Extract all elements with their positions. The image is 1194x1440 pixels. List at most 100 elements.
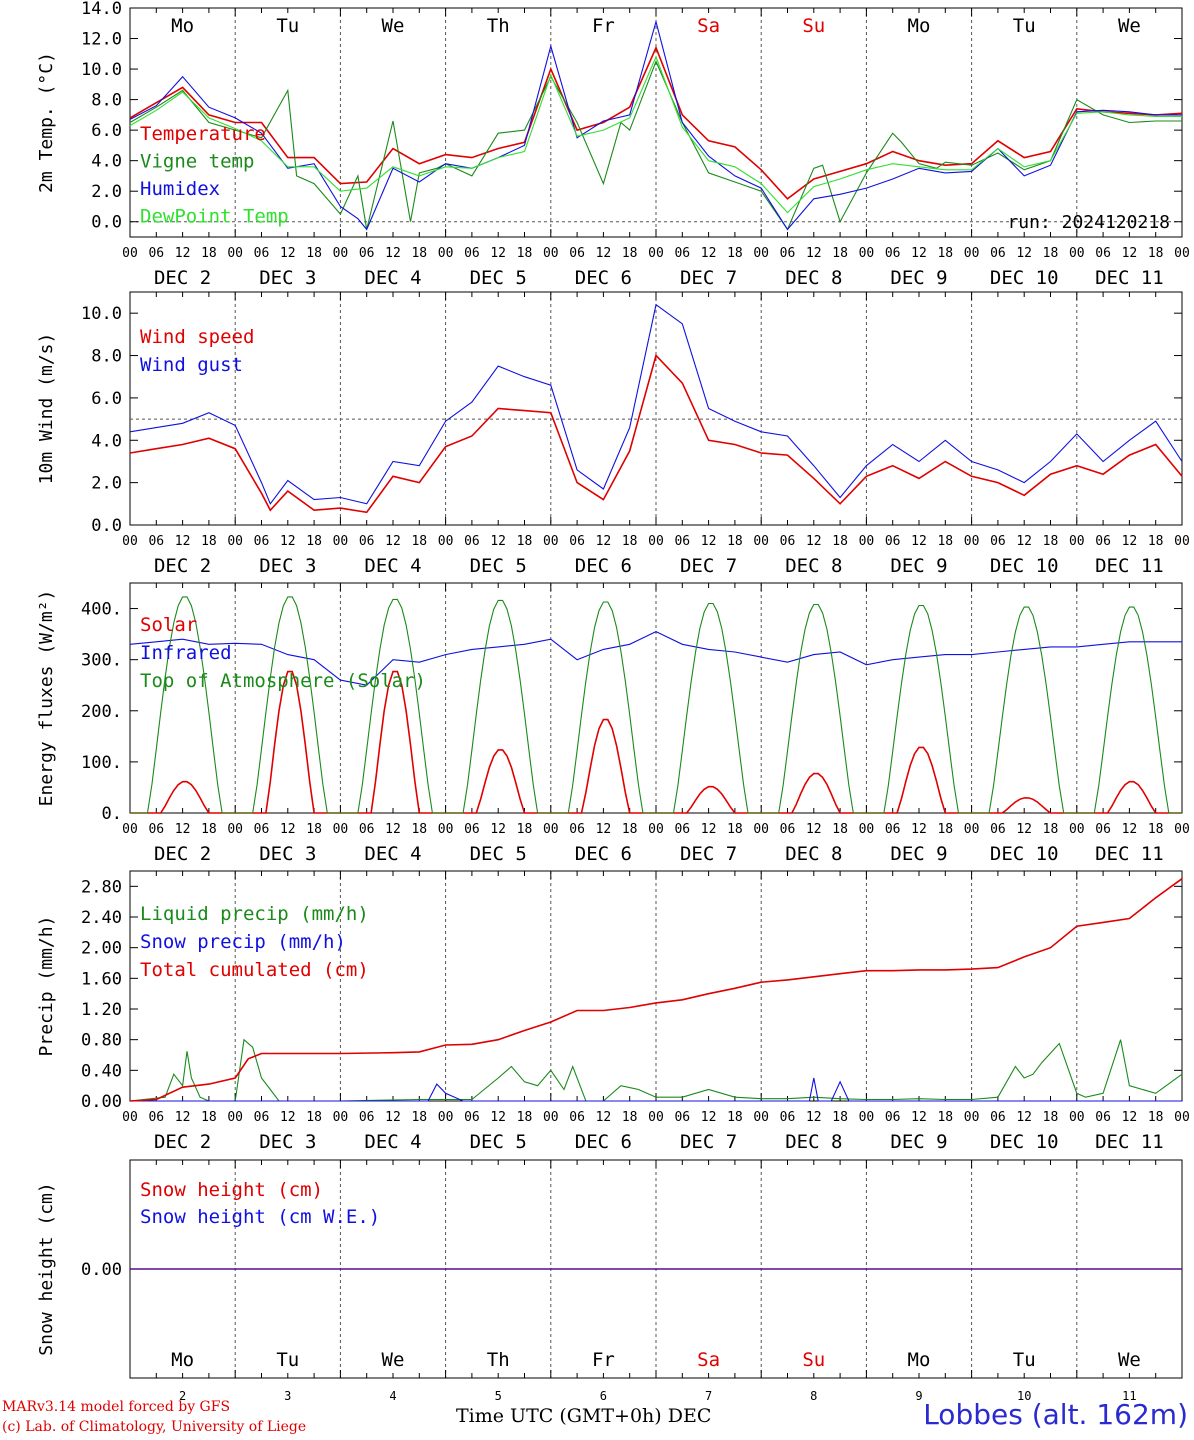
legend-entry: DewPoint Temp <box>140 206 289 228</box>
x-hour-label: 00 <box>122 1110 138 1125</box>
x-hour-label: 12 <box>385 246 401 261</box>
x-hour-label: 12 <box>175 534 191 549</box>
x-date-label: DEC 6 <box>575 555 632 577</box>
x-hour-label: 00 <box>964 822 980 837</box>
x-hour-label: 00 <box>648 246 664 261</box>
day-abbr-label: Su <box>802 1349 825 1371</box>
x-date-label: DEC 9 <box>890 267 947 289</box>
x-date-label: DEC 10 <box>990 555 1059 577</box>
x-hour-label: 18 <box>1148 1110 1164 1125</box>
x-hour-label: 18 <box>832 1110 848 1125</box>
x-date-label: DEC 4 <box>364 843 421 865</box>
x-hour-label: 12 <box>490 822 506 837</box>
x-hour-label: 00 <box>333 1110 349 1125</box>
x-date-label: DEC 2 <box>154 555 211 577</box>
panel-5: 0.00 Snow height (cm) Mo 2 Tu 3 We 4 Th 5 Fr 6 Sa 7 Su… <box>36 1159 1183 1403</box>
day-number-label: 2 <box>179 1389 186 1403</box>
x-date-label: DEC 8 <box>785 843 842 865</box>
x-hour-label: 06 <box>569 822 585 837</box>
x-hour-label: 12 <box>701 534 717 549</box>
day-number-label: 8 <box>810 1389 817 1403</box>
x-hour-label: 00 <box>964 1110 980 1125</box>
x-hour-label: 00 <box>122 822 138 837</box>
x-hour-label: 06 <box>464 1110 480 1125</box>
x-hour-label: 18 <box>201 534 217 549</box>
x-hour-label: 00 <box>648 822 664 837</box>
legend-entry: Temperature <box>140 123 266 145</box>
x-hour-label: 18 <box>517 534 533 549</box>
run-annotation: run: 2024120218 <box>1007 212 1170 233</box>
panel-3: 0. 100. 200. 300. 400. Energy fluxes (W/m²) 00… <box>36 582 1190 865</box>
x-date-label: DEC 8 <box>785 555 842 577</box>
x-date-label: DEC 11 <box>1095 1131 1164 1153</box>
x-hour-label: 06 <box>359 246 375 261</box>
x-hour-label: 18 <box>727 534 743 549</box>
x-date-label: DEC 7 <box>680 267 737 289</box>
day-abbr-label: Mo <box>908 15 931 37</box>
lab-credit: (c) Lab. of Climatology, University of L… <box>2 1419 307 1435</box>
day-abbr-label: Tu <box>276 15 299 37</box>
x-hour-label: 06 <box>148 1110 164 1125</box>
x-hour-label: 12 <box>1016 246 1032 261</box>
station-name: Lobbes (alt. 162m) <box>923 1398 1188 1431</box>
x-hour-label: 06 <box>1095 246 1111 261</box>
x-date-label: DEC 11 <box>1095 267 1164 289</box>
x-axis-title: Time UTC (GMT+0h) DEC <box>456 1405 712 1427</box>
x-hour-label: 18 <box>517 246 533 261</box>
y-tick-label: 10.0 <box>81 60 122 80</box>
x-hour-label: 00 <box>648 1110 664 1125</box>
x-date-label: DEC 3 <box>259 267 316 289</box>
x-hour-label: 06 <box>254 822 270 837</box>
x-hour-label: 12 <box>596 1110 612 1125</box>
x-date-label: DEC 5 <box>470 1131 527 1153</box>
legend-entry: Vigne temp <box>140 151 254 173</box>
day-number-label: 3 <box>284 1389 291 1403</box>
x-hour-label: 00 <box>438 246 454 261</box>
x-hour-label: 06 <box>885 822 901 837</box>
y-tick-label: 0.0 <box>91 516 122 536</box>
y-tick-label: 4.0 <box>91 431 122 451</box>
x-hour-label: 06 <box>780 534 796 549</box>
panel-1: 0.0 2.0 4.0 6.0 8.0 10.0 12.0 14.0 2m Temp. (°C)… <box>36 0 1190 289</box>
y-tick-label: 14.0 <box>81 0 122 19</box>
x-hour-label: 06 <box>674 822 690 837</box>
x-hour-label: 00 <box>1069 534 1085 549</box>
x-hour-label: 06 <box>148 246 164 261</box>
x-hour-label: 00 <box>227 822 243 837</box>
y-axis-label: 2m Temp. (°C) <box>36 52 57 193</box>
x-hour-label: 00 <box>964 534 980 549</box>
x-hour-label: 12 <box>806 534 822 549</box>
x-date-label: DEC 8 <box>785 267 842 289</box>
x-hour-label: 00 <box>1174 822 1190 837</box>
x-hour-label: 18 <box>937 534 953 549</box>
x-hour-label: 18 <box>832 822 848 837</box>
y-axis-label: Precip (mm/h) <box>36 916 57 1057</box>
x-hour-label: 00 <box>753 246 769 261</box>
x-date-label: DEC 7 <box>680 1131 737 1153</box>
x-hour-label: 18 <box>622 1110 638 1125</box>
y-tick-label: 2.00 <box>81 939 122 959</box>
x-hour-label: 12 <box>1122 246 1138 261</box>
y-tick-label: 0.80 <box>81 1031 122 1051</box>
day-abbr-label: Mo <box>908 1349 931 1371</box>
x-hour-label: 06 <box>780 1110 796 1125</box>
legend-entry: Snow precip (mm/h) <box>140 931 346 953</box>
x-date-label: DEC 4 <box>364 555 421 577</box>
x-hour-label: 00 <box>438 822 454 837</box>
y-axis-label: Energy fluxes (W/m²) <box>36 590 57 807</box>
x-hour-label: 00 <box>859 246 875 261</box>
y-tick-label: 6.0 <box>91 389 122 409</box>
x-hour-label: 00 <box>227 1110 243 1125</box>
x-date-label: DEC 2 <box>154 267 211 289</box>
x-hour-label: 12 <box>280 534 296 549</box>
y-tick-label: 0. <box>102 804 122 824</box>
y-tick-label: 200. <box>81 702 122 722</box>
x-hour-label: 06 <box>885 1110 901 1125</box>
legend-entry: Humidex <box>140 178 220 200</box>
x-date-label: DEC 2 <box>154 843 211 865</box>
series-line <box>129 59 1182 231</box>
x-hour-label: 12 <box>806 1110 822 1125</box>
x-hour-label: 12 <box>1122 534 1138 549</box>
x-hour-label: 12 <box>596 534 612 549</box>
x-hour-label: 06 <box>359 534 375 549</box>
